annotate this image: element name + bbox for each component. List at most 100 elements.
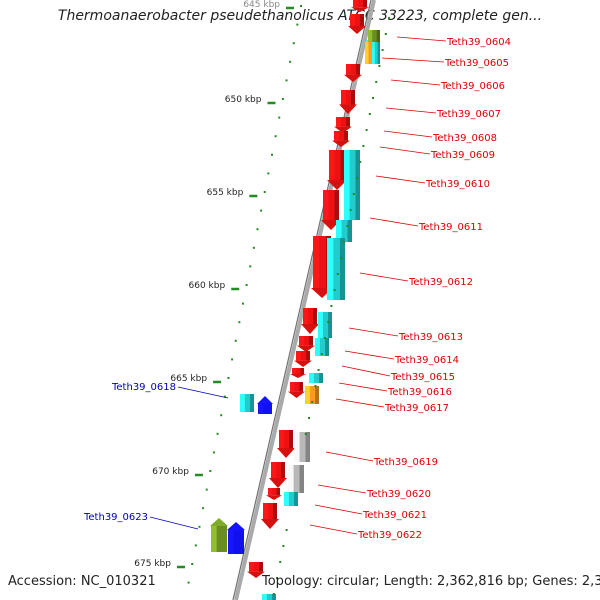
- gene-label[interactable]: Teth39_0609: [430, 150, 495, 161]
- forward-gene[interactable]: [332, 131, 350, 147]
- gene-shadow: [325, 338, 329, 356]
- gene-highlight: [268, 488, 273, 496]
- reverse-gene[interactable]: [344, 150, 360, 220]
- gene-shadow: [377, 42, 380, 64]
- forward-gene[interactable]: [339, 90, 357, 114]
- reverse-gene[interactable]: [315, 338, 329, 356]
- reverse-gene[interactable]: [284, 492, 298, 506]
- tick-label: 665 kbp: [170, 374, 207, 384]
- label-connector: [338, 382, 388, 392]
- gray-gene[interactable]: [294, 432, 310, 462]
- gene-label[interactable]: Teth39_0611: [418, 222, 483, 233]
- gene-highlight: [372, 42, 375, 64]
- gene-body: [372, 42, 380, 64]
- label-connector: [314, 504, 363, 515]
- gene-highlight: [341, 90, 346, 105]
- forward-gene[interactable]: [269, 462, 287, 488]
- forward-gene[interactable]: [348, 14, 366, 34]
- gene-body: [346, 64, 360, 75]
- gene-shadow: [309, 336, 313, 346]
- gene-highlight: [271, 462, 276, 478]
- gene-highlight: [288, 465, 294, 493]
- gene-label[interactable]: Teth39_0607: [436, 109, 501, 120]
- gene-arrowhead: [277, 448, 295, 458]
- label-connector: [383, 130, 433, 138]
- gene-label[interactable]: Teth39_0605: [444, 58, 509, 69]
- forward-gene[interactable]: [351, 0, 369, 12]
- gene-highlight: [263, 503, 268, 519]
- gene-arrowhead: [294, 360, 312, 367]
- gene-highlight: [262, 594, 267, 600]
- olive-gene[interactable]: [368, 30, 380, 42]
- gene-arrowhead: [257, 396, 273, 404]
- gene-highlight: [309, 373, 314, 383]
- gene-label[interactable]: Teth39_0620: [366, 489, 431, 500]
- gene-shadow: [355, 150, 360, 220]
- gene-highlight: [368, 30, 373, 42]
- gene-shadow: [276, 488, 280, 496]
- reverse-gene[interactable]: [240, 394, 254, 412]
- gene-features[interactable]: [210, 0, 390, 600]
- forward-gene[interactable]: [266, 488, 282, 500]
- gene-highlight: [353, 0, 358, 8]
- gene-label[interactable]: Teth39_0613: [398, 332, 463, 343]
- forward-gene[interactable]: [261, 503, 279, 529]
- gene-label[interactable]: Teth39_0618: [111, 382, 176, 393]
- gene-arrowhead: [227, 522, 245, 530]
- gene-highlight: [344, 150, 350, 220]
- gene-highlight: [313, 236, 320, 288]
- gene-label[interactable]: Teth39_0615: [390, 372, 455, 383]
- label-connector: [381, 57, 445, 63]
- reverse-gene[interactable]: [262, 594, 276, 600]
- orange-gene[interactable]: [305, 386, 319, 404]
- forward-gene[interactable]: [290, 368, 306, 378]
- gene-label[interactable]: Teth39_0623: [83, 512, 148, 523]
- reverse-gene[interactable]: [372, 42, 380, 64]
- gene-label[interactable]: Teth39_0622: [357, 530, 422, 541]
- gene-shadow: [250, 394, 254, 412]
- forward-gene[interactable]: [334, 117, 352, 133]
- blue-gene[interactable]: [227, 522, 245, 554]
- gene-shadow: [306, 351, 310, 361]
- gene-shadow: [319, 373, 323, 383]
- map-title: Thermoanaerobacter pseudethanolicus ATCC…: [57, 8, 543, 24]
- gene-labels[interactable]: Teth39_0604 Teth39_0605 Teth39_0606 Teth39_…: [83, 37, 511, 541]
- reverse-gene[interactable]: [327, 238, 345, 300]
- gene-label[interactable]: Teth39_0621: [362, 510, 427, 521]
- gene-label[interactable]: Teth39_0612: [408, 277, 473, 288]
- gene-shadow: [313, 308, 317, 324]
- gene-highlight: [336, 117, 341, 127]
- gene-body: [290, 382, 303, 392]
- blue-gene[interactable]: [257, 396, 273, 414]
- forward-gene[interactable]: [277, 430, 295, 458]
- gene-arrowhead: [247, 571, 265, 578]
- gene-highlight: [329, 150, 335, 180]
- gene-label[interactable]: Teth39_0617: [384, 403, 449, 414]
- forward-gene[interactable]: [301, 308, 319, 334]
- gene-label[interactable]: Teth39_0616: [387, 387, 452, 398]
- gene-label[interactable]: Teth39_0604: [446, 37, 511, 48]
- gene-shadow: [272, 594, 276, 600]
- gene-body: [336, 117, 350, 127]
- gene-label[interactable]: Teth39_0606: [440, 81, 505, 92]
- gene-label[interactable]: Teth39_0608: [432, 133, 497, 144]
- kbp-ticks: [176, 5, 302, 584]
- gene-highlight: [305, 386, 310, 404]
- gene-label[interactable]: Teth39_0619: [373, 457, 438, 468]
- forward-gene[interactable]: [288, 382, 305, 398]
- gene-arrowhead: [297, 345, 315, 352]
- gene-label[interactable]: Teth39_0610: [425, 179, 490, 190]
- gene-label[interactable]: Teth39_0614: [394, 355, 459, 366]
- forward-gene[interactable]: [327, 150, 347, 190]
- label-connector: [335, 398, 385, 408]
- forward-gene[interactable]: [247, 562, 265, 578]
- gene-shadow: [328, 312, 332, 338]
- reverse-gene[interactable]: [318, 312, 332, 338]
- olive-gene[interactable]: [210, 518, 228, 552]
- forward-gene[interactable]: [344, 64, 362, 82]
- gray-gene[interactable]: [288, 465, 304, 493]
- forward-gene[interactable]: [294, 351, 312, 367]
- reverse-gene[interactable]: [309, 373, 323, 383]
- forward-gene[interactable]: [297, 336, 315, 352]
